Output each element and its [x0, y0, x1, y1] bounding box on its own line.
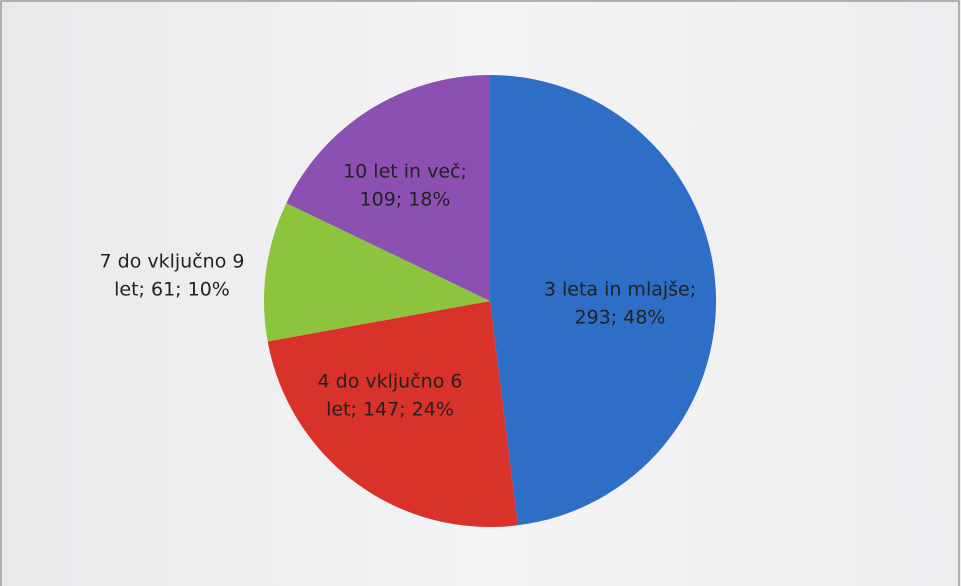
data-label: 10 let in več;	[343, 161, 467, 183]
data-labels: 3 leta in mlajše; 293; 48% 4 do vključno 6…	[100, 161, 697, 421]
data-label: let; 61; 10%	[114, 279, 230, 301]
data-label: 4 do vključno 6	[318, 371, 463, 393]
pie	[264, 75, 716, 528]
pie-slice	[264, 203, 490, 342]
data-label: 293; 48%	[575, 307, 666, 329]
data-label: 109; 18%	[360, 189, 451, 211]
data-label: 3 leta in mlajše;	[544, 279, 696, 301]
pie-slice	[286, 75, 490, 301]
data-label: 7 do vključno 9	[100, 251, 245, 273]
pie-slice	[267, 301, 518, 528]
data-label: let; 147; 24%	[326, 399, 454, 421]
pie-slice	[490, 75, 716, 526]
